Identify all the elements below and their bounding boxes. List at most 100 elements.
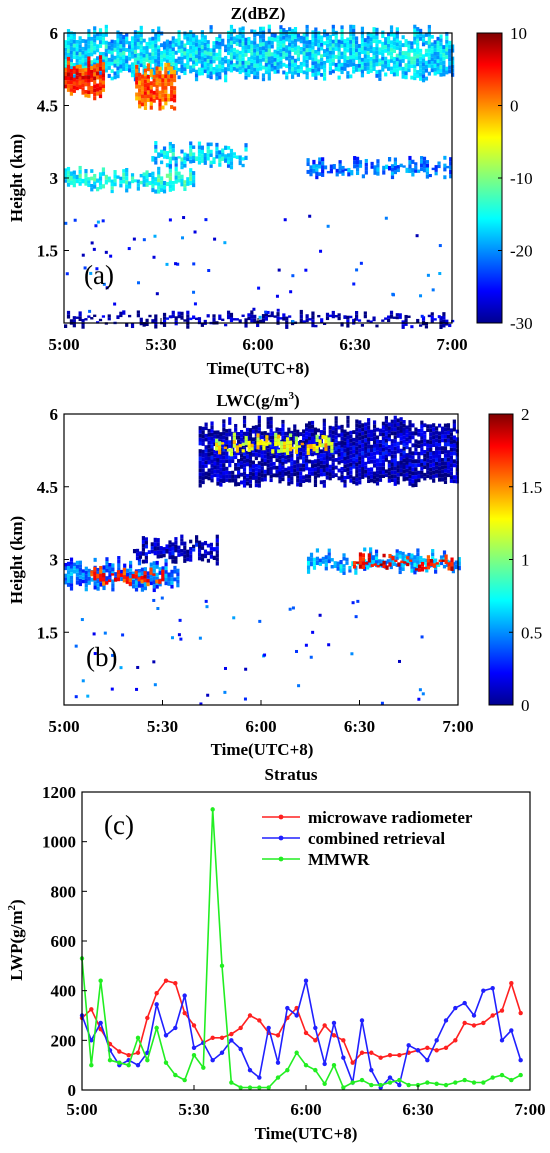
heatmap-cell [149, 89, 153, 94]
heatmap-cell [142, 176, 146, 180]
heatmap-cell [360, 46, 365, 51]
heatmap-cell [290, 59, 295, 64]
heatmap-cell [330, 558, 334, 562]
heatmap-cell [171, 156, 175, 161]
heatmap-cell [407, 44, 411, 49]
heatmap-cell [113, 59, 117, 64]
heatmap-cell [96, 567, 100, 572]
heatmap-cell [137, 577, 141, 582]
heatmap-cell [99, 573, 103, 578]
heatmap-cell [257, 415, 261, 420]
heatmap-cell [84, 54, 88, 59]
heatmap-cell [90, 89, 94, 94]
heatmap-cell [363, 42, 367, 47]
heatmap-cell [162, 57, 167, 62]
heatmap-cell [136, 53, 140, 57]
heatmap-cell [418, 688, 422, 692]
heatmap-cell [105, 576, 109, 581]
heatmap-cell [151, 59, 155, 64]
heatmap-cell [174, 70, 178, 75]
heatmap-cell [428, 173, 432, 178]
heatmap-cell [171, 43, 175, 48]
heatmap-cell [337, 460, 341, 465]
heatmap-cell [213, 434, 217, 439]
heatmap-cell [222, 435, 226, 440]
heatmap-cell [78, 169, 82, 174]
heatmap-cell [224, 67, 228, 71]
heatmap-cell [215, 550, 219, 554]
heatmap-cell [352, 461, 356, 465]
heatmap-cell [74, 695, 78, 699]
heatmap-cell [395, 72, 399, 77]
heatmap-cell [312, 565, 317, 570]
heatmap-cell [343, 51, 347, 55]
heatmap-cell [313, 427, 318, 432]
heatmap-cell [152, 78, 156, 83]
heatmap-cell [224, 158, 228, 163]
heatmap-cell [439, 53, 443, 58]
heatmap-cell [381, 440, 386, 445]
heatmap-cell [430, 46, 434, 50]
heatmap-cell [442, 564, 447, 569]
heatmap-cell [410, 56, 414, 61]
colorbar-tick-label: -30 [510, 314, 533, 333]
heatmap-cell [138, 80, 142, 85]
heatmap-cell [440, 426, 445, 431]
heatmap-cell [338, 166, 342, 171]
heatmap-cell [277, 441, 281, 446]
heatmap-cell [401, 43, 405, 48]
heatmap-cell [358, 452, 362, 457]
heatmap-cell [151, 171, 155, 176]
heatmap-cell [372, 436, 377, 441]
heatmap-cell [138, 555, 143, 559]
heatmap-cell [282, 47, 286, 52]
heatmap-cell [392, 316, 397, 319]
heatmap-cell [216, 434, 220, 439]
heatmap-cell [273, 53, 277, 58]
legend-label: MMWR [308, 850, 370, 869]
y-tick-label: 600 [51, 932, 77, 951]
heatmap-cell [316, 473, 321, 478]
heatmap-cell [87, 315, 91, 318]
heatmap-cell [229, 317, 234, 323]
heatmap-cell [378, 428, 383, 433]
heatmap-cell [288, 66, 292, 70]
heatmap-cell [229, 28, 234, 33]
panel-c-y-label: LWP(g/m2) [6, 899, 26, 980]
heatmap-cell [203, 50, 207, 55]
heatmap-cell [179, 637, 183, 641]
heatmap-cell [136, 183, 140, 187]
heatmap-cell [421, 692, 425, 696]
heatmap-cell [241, 53, 245, 58]
heatmap-cell [360, 73, 365, 78]
heatmap-cell [277, 449, 281, 454]
heatmap-cell [343, 433, 347, 438]
heatmap-cell [96, 32, 100, 37]
heatmap-cell [396, 418, 400, 423]
heatmap-cell [419, 294, 423, 298]
heatmap-cell [235, 68, 239, 72]
heatmap-cell [263, 434, 267, 439]
heatmap-cell [210, 432, 214, 437]
heatmap-cell [381, 459, 386, 463]
heatmap-cell [430, 42, 434, 47]
heatmap-cell [81, 569, 85, 573]
heatmap-cell [128, 45, 132, 49]
heatmap-cell [451, 319, 455, 323]
heatmap-cell [128, 41, 132, 46]
data-point [229, 1031, 234, 1037]
heatmap-cell [367, 418, 371, 422]
heatmap-cell [334, 435, 338, 440]
heatmap-cell [352, 58, 356, 63]
heatmap-cell [427, 44, 431, 49]
heatmap-cell [198, 429, 202, 434]
heatmap-cell [150, 542, 154, 547]
heatmap-cell [425, 163, 430, 168]
heatmap-cell [358, 424, 362, 429]
heatmap-cell [257, 461, 261, 465]
heatmap-cell [440, 465, 445, 470]
heatmap-cell [417, 697, 421, 701]
heatmap-cell [305, 71, 309, 76]
heatmap-cell [215, 154, 219, 159]
data-point [331, 1020, 337, 1026]
